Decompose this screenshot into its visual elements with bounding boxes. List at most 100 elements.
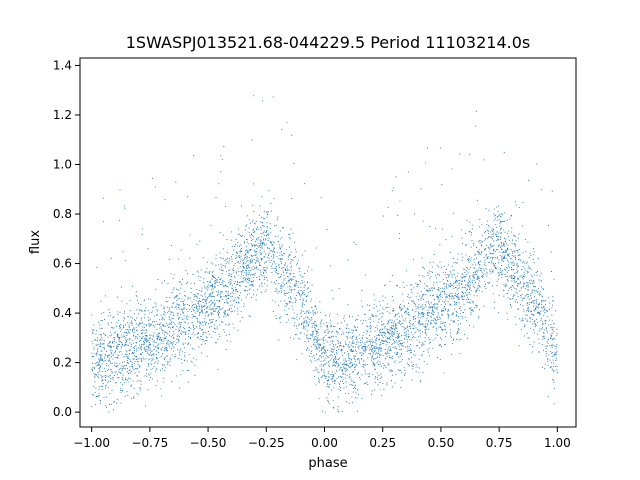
scatter-point	[339, 369, 341, 371]
scatter-point	[524, 297, 526, 299]
scatter-point	[477, 263, 479, 265]
scatter-point	[390, 334, 392, 336]
scatter-point	[327, 401, 330, 403]
scatter-point	[121, 334, 123, 336]
scatter-point	[357, 358, 359, 360]
scatter-point	[232, 269, 235, 272]
scatter-point	[505, 257, 507, 259]
scatter-point	[103, 347, 105, 349]
scatter-point	[164, 314, 166, 316]
scatter-point	[296, 316, 298, 318]
scatter-point	[373, 359, 375, 361]
scatter-point	[366, 382, 368, 384]
scatter-point	[372, 353, 374, 355]
scatter-point	[246, 273, 248, 275]
scatter-point	[130, 385, 132, 387]
scatter-point	[284, 305, 286, 307]
scatter-point	[300, 286, 302, 288]
scatter-point	[253, 276, 255, 278]
scatter-point	[97, 351, 99, 353]
scatter-point	[382, 295, 384, 297]
scatter-point	[204, 321, 206, 323]
scatter-point	[233, 265, 235, 267]
scatter-point	[247, 274, 249, 276]
scatter-point	[332, 298, 334, 300]
scatter-point	[211, 278, 213, 280]
scatter-point	[303, 272, 305, 275]
scatter-point	[248, 277, 250, 279]
scatter-point	[92, 343, 94, 345]
scatter-point	[551, 326, 553, 328]
scatter-point	[518, 345, 520, 347]
scatter-point	[401, 325, 403, 327]
scatter-point	[279, 238, 281, 240]
scatter-point	[496, 231, 498, 233]
scatter-point	[440, 321, 442, 323]
scatter-point	[443, 265, 445, 267]
scatter-point	[452, 212, 454, 214]
scatter-point	[228, 269, 230, 271]
scatter-point	[427, 302, 429, 304]
scatter-point	[408, 358, 410, 360]
scatter-point	[393, 361, 395, 363]
scatter-point	[485, 254, 487, 256]
scatter-point	[502, 257, 504, 259]
scatter-point	[105, 365, 107, 367]
scatter-point	[301, 254, 303, 256]
scatter-point	[152, 353, 154, 356]
scatter-point	[198, 325, 201, 327]
scatter-point	[254, 231, 256, 233]
scatter-point	[548, 319, 550, 321]
scatter-point	[199, 240, 201, 242]
scatter-point	[147, 248, 149, 250]
scatter-point	[289, 282, 291, 284]
scatter-point	[429, 341, 432, 343]
scatter-point	[98, 363, 100, 365]
scatter-point	[222, 279, 224, 282]
scatter-point	[548, 354, 550, 356]
scatter-point	[123, 205, 125, 207]
scatter-point	[368, 304, 371, 306]
scatter-point	[102, 347, 104, 349]
scatter-point	[228, 333, 230, 336]
scatter-point	[300, 295, 302, 297]
scatter-point	[301, 353, 303, 355]
scatter-point	[455, 295, 458, 297]
scatter-point	[552, 296, 554, 298]
scatter-point	[292, 276, 295, 278]
scatter-point	[253, 210, 255, 212]
scatter-point	[466, 219, 468, 221]
scatter-point	[407, 337, 409, 339]
scatter-point	[161, 363, 163, 365]
scatter-point	[244, 271, 246, 273]
scatter-point	[383, 340, 385, 342]
scatter-point	[551, 304, 554, 306]
scatter-point	[294, 248, 297, 250]
scatter-point	[169, 357, 171, 359]
scatter-point	[380, 373, 382, 375]
scatter-point	[522, 201, 524, 204]
scatter-point	[115, 341, 117, 344]
scatter-point	[397, 313, 399, 315]
scatter-point	[465, 275, 467, 277]
scatter-point	[472, 276, 474, 278]
scatter-point	[478, 240, 480, 243]
scatter-point	[293, 312, 295, 314]
scatter-point	[146, 349, 148, 351]
scatter-point	[295, 299, 297, 301]
scatter-point	[555, 360, 557, 362]
scatter-point	[372, 364, 374, 366]
scatter-point	[290, 269, 292, 271]
scatter-point	[332, 344, 335, 346]
scatter-point	[268, 233, 270, 235]
scatter-point	[500, 221, 502, 223]
scatter-point	[331, 351, 333, 353]
scatter-point	[252, 280, 254, 282]
scatter-point	[193, 282, 196, 284]
scatter-point	[461, 242, 464, 244]
scatter-point	[260, 240, 262, 243]
scatter-point	[201, 306, 203, 308]
scatter-point	[151, 367, 153, 369]
scatter-point	[423, 316, 425, 318]
scatter-point	[314, 357, 316, 359]
